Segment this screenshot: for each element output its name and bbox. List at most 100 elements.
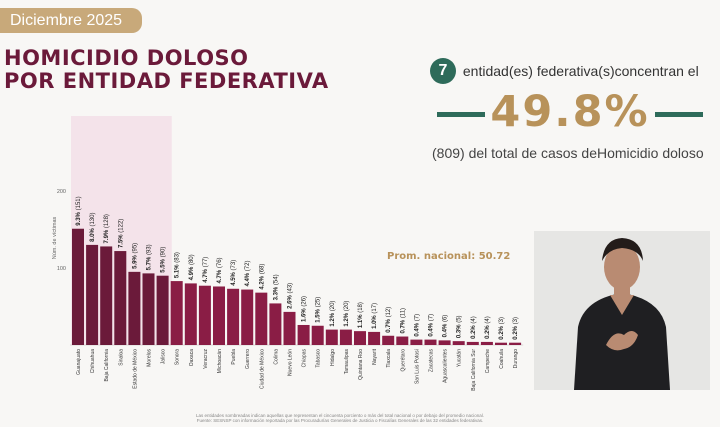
title-line-2: POR ENTIDAD FEDERATIVA [4,69,329,93]
x-category-label: Michoacán [217,349,223,373]
bar [184,283,197,345]
bar-value-label: 5.9% (95) [132,243,138,269]
bar-value-label: 5.5% (90) [161,247,167,273]
x-category-label: Jalisco [161,349,167,365]
bar [283,311,296,345]
bar [86,244,99,345]
x-category-label: Nayarit [372,348,378,364]
x-category-label: Chiapas [302,349,308,368]
x-category-label: Aguascalientes [443,349,449,383]
bar-value-label: 0.2% (3) [499,317,505,340]
bar [269,303,282,345]
bar-value-label: 0.2% (4) [471,316,477,339]
x-category-label: Zacatecas [429,349,435,373]
y-tick-label: 100 [57,266,66,272]
bar [382,335,395,345]
y-axis-label: Núm. de víctimas [52,217,58,260]
bar-value-label: 0.4% (7) [429,314,435,337]
bar-value-label: 4.4% (72) [245,261,251,287]
bar [354,331,366,345]
percent-value: 49.8% [490,87,650,137]
percent-line-right [655,112,703,117]
x-category-label: Baja California [104,349,110,382]
bar [509,342,522,345]
bar-value-label: 1.1% (18) [358,302,364,328]
bar [325,329,338,345]
sign-language-interpreter [534,231,710,390]
bar-value-label: 4.2% (68) [259,264,265,290]
x-category-label: Campeche [485,349,491,373]
bar-value-label: 4.9% (80) [189,254,195,280]
bar [198,285,211,345]
bar [495,342,507,345]
bar-value-label: 8.0% (130) [90,213,96,242]
bar [170,281,183,345]
x-category-label: Morelos [147,349,153,367]
bar [213,286,225,345]
bar [480,341,493,345]
bar [128,271,141,345]
x-category-label: Durango [513,349,519,368]
average-label: Prom. nacional: 50.72 [387,251,510,262]
footnote-line-2: Fuente: SESNSP con información reportada… [196,418,484,423]
bar [297,324,310,345]
x-category-label: Chihuahua [90,349,96,373]
summary-top: 7 entidad(es) federativa(s)concentran el [430,58,720,88]
bar-value-label: 5.1% (83) [175,252,181,278]
bar [100,246,113,345]
bar-value-label: 5.7% (93) [147,244,153,270]
bar [156,275,169,345]
x-category-label: Hidalgo [330,349,336,366]
bar-value-label: 7.5% (122) [118,219,124,248]
x-category-label: Ciudad de México [259,349,265,389]
bar [241,289,254,345]
x-category-label: Nuevo León [288,349,294,376]
bar [438,340,451,345]
date-tab: Diciembre 2025 [0,8,142,33]
bar [142,273,155,345]
bar [255,292,268,345]
bar-value-label: 4.7% (77) [203,257,209,283]
bar [311,325,324,345]
footnote-line-1: Las entidades sombreadas indican aquella… [196,413,484,418]
x-category-label: Coahuila [499,349,505,369]
x-category-label: Colima [273,349,279,365]
x-category-label: Guanajuato [76,349,82,375]
bar-value-label: 1.2% (20) [344,301,350,327]
bar-value-label: 2.6% (43) [288,283,294,309]
bar-value-label: 1.2% (20) [330,301,336,327]
y-tick-label: 200 [57,189,66,195]
bar [114,251,127,345]
bar-value-label: 3.3% (54) [273,274,279,300]
bar-value-label: 7.9% (128) [104,214,110,243]
bar-value-label: 0.4% (7) [414,314,420,337]
summary-bottom: (809) del total de casos deHomicidio dol… [432,145,704,161]
page-title: HOMICIDIO DOLOSO POR ENTIDAD FEDERATIVA [4,47,329,93]
bar [452,341,465,345]
bar-value-label: 0.2% (4) [485,316,491,339]
bar-value-label: 0.7% (12) [386,307,392,333]
x-category-label: Tabasco [316,349,322,368]
bar [339,329,352,345]
bar [227,288,240,345]
state-count-badge: 7 [430,58,456,84]
bar-value-label: 0.3% (5) [457,315,463,338]
x-category-label: San Luis Potosí [414,348,420,384]
bar [72,228,84,345]
state-count-text: entidad(es) federativa(s)concentran el [462,63,699,79]
x-category-label: Yucatán [457,349,463,367]
bar-value-label: 9.3% (151) [76,196,82,225]
bar [466,341,479,345]
x-category-label: Puebla [231,349,237,365]
x-category-label: Veracruz [203,349,209,369]
bar [396,336,409,345]
x-category-label: Querétaro [400,349,406,372]
bar-value-label: 0.2% (3) [513,317,519,340]
bar [410,339,423,345]
bar-value-label: 1.0% (17) [372,303,378,329]
bar-value-label: 1.5% (25) [316,297,322,323]
bar-value-label: 4.7% (76) [217,257,223,283]
bar-value-label: 0.7% (11) [400,308,406,334]
bar-value-label: 1.6% (26) [302,296,308,322]
